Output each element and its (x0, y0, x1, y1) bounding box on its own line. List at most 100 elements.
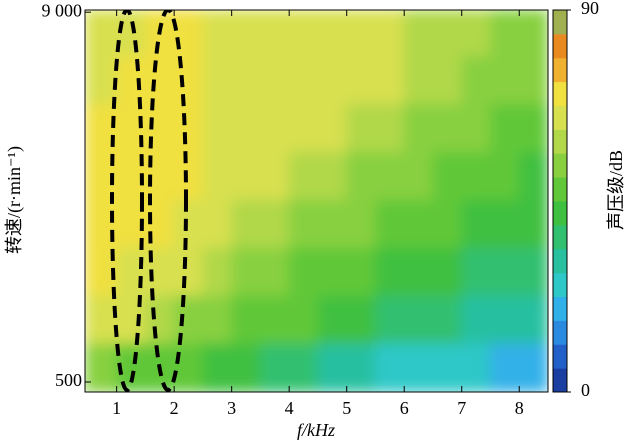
heatmap-cell (259, 55, 290, 105)
colorbar (553, 10, 567, 393)
heatmap-cell (489, 103, 520, 152)
colorbar-band (553, 81, 567, 106)
colorbar-band (553, 224, 567, 250)
heatmap-cell (518, 103, 548, 152)
heatmap-cell (173, 150, 204, 200)
heatmap-cell (346, 103, 376, 152)
heatmap-cell (288, 246, 319, 296)
heatmap-cell (288, 10, 319, 57)
heatmap-cell (259, 294, 290, 344)
heatmap-cell (85, 294, 118, 344)
heatmap-cell (85, 10, 118, 57)
heatmap-cell (231, 246, 261, 296)
colorbar-band (553, 129, 567, 154)
heatmap-cell (432, 55, 463, 105)
heatmap-cell (202, 342, 233, 392)
heatmap-cell (461, 198, 491, 248)
y-axis-label: 转速/(r·min⁻¹) (4, 146, 25, 254)
heatmap-cell (173, 342, 204, 392)
heatmap-cell (259, 246, 290, 296)
heatmap-cell (489, 55, 520, 105)
heatmap-cell (403, 198, 434, 248)
annotations (110, 10, 188, 392)
heatmap-cell (432, 10, 463, 57)
heatmap-cell (231, 342, 261, 392)
dashed-ellipse (148, 10, 188, 392)
heatmap-cell (288, 55, 319, 105)
heatmap-cell (518, 198, 548, 248)
heatmap-cell (317, 246, 348, 296)
heatmap-cell (374, 198, 405, 248)
heatmap-cell (518, 294, 548, 344)
heatmap-cell (346, 198, 376, 248)
heatmap-cell (374, 55, 405, 105)
colorbar-band (553, 177, 567, 202)
heatmap-cell (317, 103, 348, 152)
heatmap-cell (173, 103, 204, 152)
heatmap-cell (85, 55, 118, 105)
heatmap-cell (489, 150, 520, 200)
heatmap-cell (288, 198, 319, 248)
heatmap-cell (202, 55, 233, 105)
heatmap-cell (374, 342, 405, 392)
heatmap-cell (317, 342, 348, 392)
heatmap-cell (259, 342, 290, 392)
plot-frame (84, 9, 549, 393)
heatmap-cell (346, 342, 376, 392)
heatmap-cell (432, 150, 463, 200)
colorbar-band (553, 344, 567, 369)
heatmap-cell (489, 198, 520, 248)
heatmap-cell (403, 10, 434, 57)
colorbar-band (553, 201, 567, 226)
heatmap-cell (461, 342, 491, 392)
x-tick-label: 3 (227, 398, 236, 418)
x-tick-label: 2 (170, 398, 179, 418)
heatmap-cell (518, 342, 548, 392)
heatmap-cell (202, 103, 233, 152)
heatmap-cell (288, 342, 319, 392)
heatmap-cell (432, 103, 463, 152)
heatmap-cell (231, 103, 261, 152)
heatmap-cell (231, 55, 261, 105)
colorbar-tick-label: 90 (581, 0, 599, 18)
heatmap-cell (461, 103, 491, 152)
heatmap-cell (144, 294, 175, 344)
heatmap-cell (259, 103, 290, 152)
colorbar-band (553, 10, 567, 35)
x-tick-label: 6 (400, 398, 409, 418)
heatmap-cell (288, 294, 319, 344)
x-tick-label: 5 (342, 398, 351, 418)
heatmap-cell (489, 342, 520, 392)
heatmap (85, 10, 548, 392)
heatmap-cell (317, 55, 348, 105)
heatmap-cell (317, 198, 348, 248)
heatmap-cell (374, 10, 405, 57)
heatmap-cell (403, 294, 434, 344)
heatmap-cell (259, 10, 290, 57)
heatmap-cell (489, 10, 520, 57)
heatmap-cell (144, 55, 175, 105)
colorbar-band (553, 296, 567, 321)
heatmap-cell (85, 342, 118, 392)
heatmap-cell (461, 150, 491, 200)
heatmap-cell (173, 198, 204, 248)
heatmap-cell (202, 150, 233, 200)
heatmap-cell (489, 246, 520, 296)
colorbar-band (553, 33, 567, 59)
heatmap-cell (231, 294, 261, 344)
heatmap-cell (202, 10, 233, 57)
colorbar-band (553, 368, 567, 393)
heatmap-cell (346, 55, 376, 105)
heatmap-cell (489, 294, 520, 344)
colorbar-band (553, 153, 567, 178)
x-tick-label: 8 (515, 398, 524, 418)
colorbar-band (553, 248, 567, 274)
heatmap-cell (461, 55, 491, 105)
heatmap-cell (231, 150, 261, 200)
heatmap-cell (317, 150, 348, 200)
heatmap-cell (403, 55, 434, 105)
colorbar-band (553, 105, 567, 130)
heatmap-cell (374, 150, 405, 200)
heatmap-cell (432, 294, 463, 344)
